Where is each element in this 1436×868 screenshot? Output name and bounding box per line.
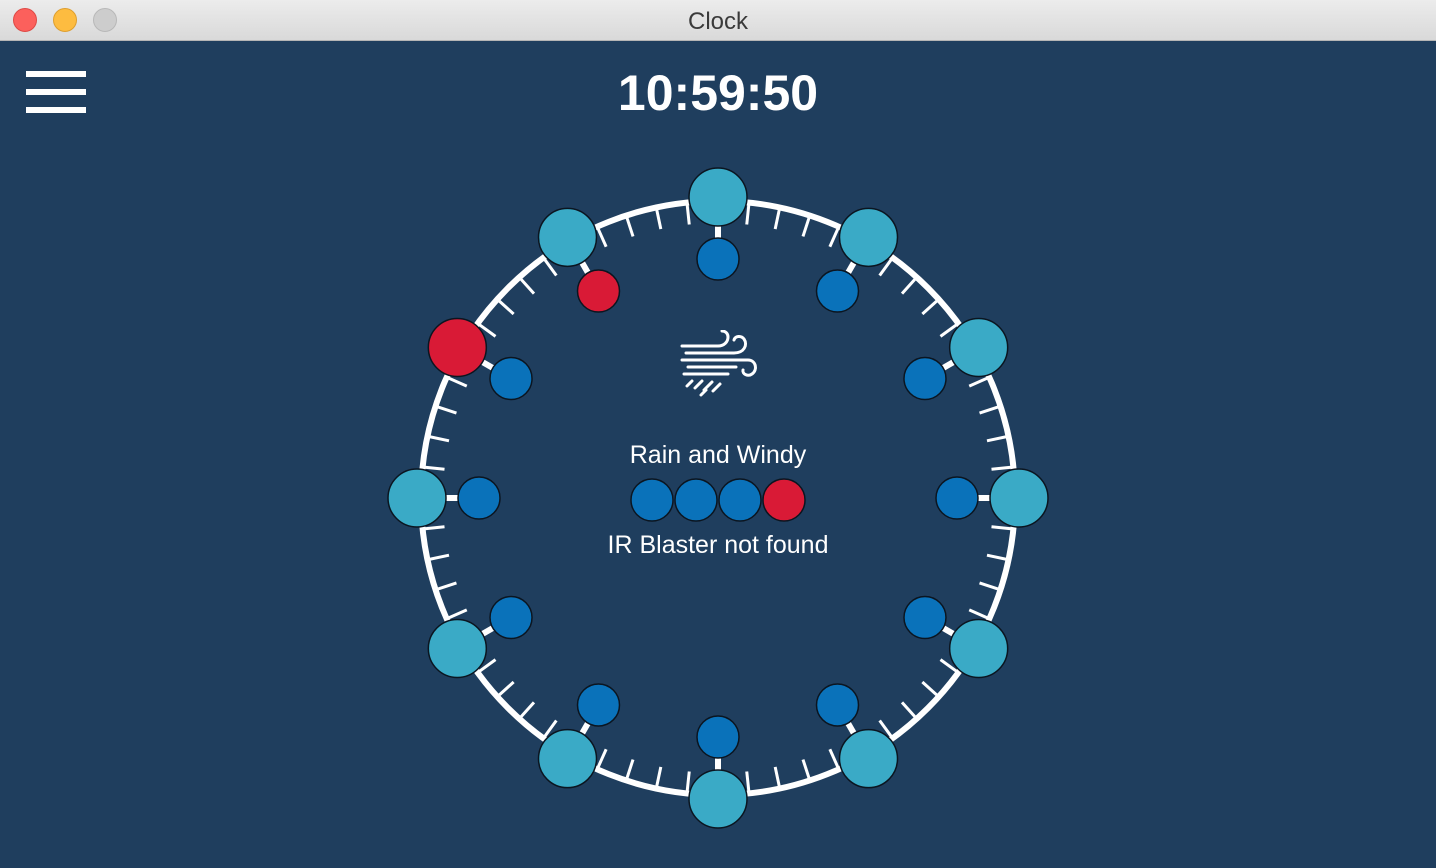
inner-marker (696, 237, 740, 281)
status-dot (674, 478, 718, 522)
minute-tick (878, 256, 894, 277)
minute-tick (427, 553, 450, 562)
zoom-window-button[interactable] (93, 8, 117, 32)
minute-tick (921, 298, 940, 316)
inner-marker (815, 683, 860, 727)
inner-marker (489, 356, 533, 401)
inner-marker (935, 476, 979, 520)
minimize-window-button[interactable] (53, 8, 77, 32)
minute-tick (624, 759, 635, 781)
window-titlebar: Clock (0, 0, 1436, 41)
minute-tick (828, 748, 841, 770)
minute-tick (979, 404, 1001, 415)
menu-bar-middle (26, 89, 86, 95)
minute-tick (624, 215, 635, 237)
minute-tick (654, 207, 663, 230)
minute-tick (991, 525, 1014, 531)
minute-tick (595, 226, 608, 248)
minute-tick (745, 202, 751, 225)
minute-tick (878, 719, 894, 740)
minute-tick (773, 766, 782, 789)
minute-tick (518, 701, 536, 720)
minute-tick (542, 719, 558, 740)
minute-tick (422, 525, 445, 531)
minute-tick (979, 581, 1001, 592)
minute-tick (518, 276, 536, 295)
inner-marker (576, 683, 621, 727)
minute-tick (773, 207, 782, 230)
status-dot (630, 478, 674, 522)
inner-marker (696, 715, 740, 759)
minute-tick (801, 215, 812, 237)
close-window-button[interactable] (13, 8, 37, 32)
window-title: Clock (687, 8, 748, 35)
hour-marker (688, 769, 748, 829)
inner-marker (489, 595, 533, 640)
minute-tick (900, 276, 918, 295)
dial-ring (418, 198, 1018, 798)
minute-tick (446, 375, 468, 388)
hour-marker (948, 618, 1009, 679)
minute-tick (476, 658, 497, 674)
inner-marker (576, 269, 621, 313)
minute-tick (685, 771, 691, 794)
menu-bar-top (26, 71, 86, 77)
minute-tick (595, 748, 608, 770)
status-dot (718, 478, 762, 522)
hour-marker (537, 728, 598, 789)
hour-marker (838, 207, 899, 268)
minute-tick (427, 434, 450, 443)
hour-marker (989, 468, 1049, 528)
minute-tick (921, 680, 940, 698)
weather-condition: Rain and Windy (629, 441, 807, 469)
minute-tick (446, 608, 468, 621)
menu-bar-bottom (26, 107, 86, 113)
inner-marker (903, 595, 947, 640)
minute-tick (422, 465, 445, 471)
status-message: IR Blaster not found (607, 531, 829, 559)
minute-tick (685, 202, 691, 225)
minute-tick (745, 771, 751, 794)
minute-tick (435, 581, 457, 592)
hour-marker (387, 468, 447, 528)
hour-marker (537, 207, 598, 268)
hour-marker (948, 317, 1009, 378)
minute-tick (986, 434, 1009, 443)
minute-tick (435, 404, 457, 415)
minute-tick (991, 465, 1014, 471)
minute-tick (542, 256, 558, 277)
minute-tick (939, 658, 960, 674)
minute-tick (828, 226, 841, 248)
minute-tick (654, 766, 663, 789)
hamburger-menu-icon[interactable] (26, 71, 86, 113)
hour-marker (688, 167, 748, 227)
inner-marker (903, 356, 947, 401)
hour-marker (427, 317, 488, 378)
minute-tick (968, 608, 990, 621)
current-time: 10:59:50 (617, 65, 819, 121)
minute-tick (476, 322, 497, 338)
hour-marker (838, 728, 899, 789)
minute-tick (801, 759, 812, 781)
minute-tick (968, 375, 990, 388)
minute-tick (900, 701, 918, 720)
minute-tick (496, 680, 515, 698)
inner-marker (457, 476, 501, 520)
inner-marker (815, 269, 860, 313)
minute-tick (496, 298, 515, 316)
wind-rain-icon (680, 330, 757, 397)
minute-tick (986, 553, 1009, 562)
minute-tick (939, 322, 960, 338)
hour-marker (427, 618, 488, 679)
status-dot (762, 478, 806, 522)
